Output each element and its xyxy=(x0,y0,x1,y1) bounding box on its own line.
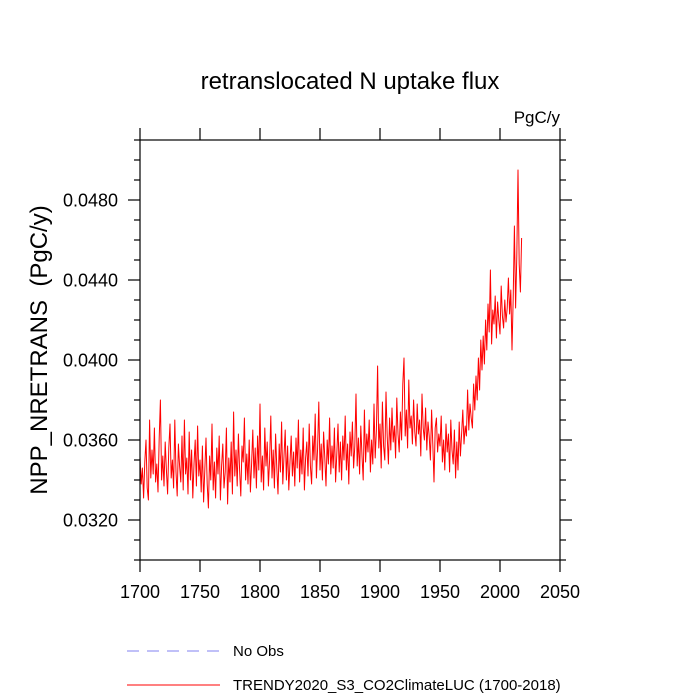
x-tick-label-1700: 1700 xyxy=(120,582,160,602)
x-tick-label-1850: 1850 xyxy=(300,582,340,602)
x-tick-label-2000: 2000 xyxy=(480,582,520,602)
y-tick-label-0.0440: 0.0440 xyxy=(63,271,118,291)
x-tick-label-1800: 1800 xyxy=(240,582,280,602)
y-tick-label-0.0400: 0.0400 xyxy=(63,351,118,371)
plot-series xyxy=(139,169,523,509)
legend: No Obs TRENDY2020_S3_CO2ClimateLUC (1700… xyxy=(127,643,561,694)
y-axis-label: NPP_NRETRANS (PgC/y) xyxy=(26,205,53,494)
units-label: PgC/y xyxy=(514,108,561,127)
y-tick-label-0.0480: 0.0480 xyxy=(63,191,118,211)
x-tick-label-2050: 2050 xyxy=(540,582,580,602)
plot-frame xyxy=(139,139,561,561)
y-tick-label-0.0360: 0.0360 xyxy=(63,431,118,451)
axis-ticks xyxy=(128,128,572,572)
axis-tick-labels: 1700 1750 1800 1850 1900 1950 2000 2050 0.0320 0.… xyxy=(63,191,580,603)
chart-title: retranslocated N uptake flux xyxy=(201,68,500,95)
legend-label-no-obs: No Obs xyxy=(233,643,284,660)
legend-label-trendy: TRENDY2020_S3_CO2ClimateLUC (1700-2018) xyxy=(233,677,561,694)
y-tick-label-0.0320: 0.0320 xyxy=(63,511,118,531)
series-line-trendy2020-s3 xyxy=(139,169,523,509)
x-tick-label-1750: 1750 xyxy=(180,582,220,602)
x-tick-label-1950: 1950 xyxy=(420,582,460,602)
x-tick-label-1900: 1900 xyxy=(360,582,400,602)
